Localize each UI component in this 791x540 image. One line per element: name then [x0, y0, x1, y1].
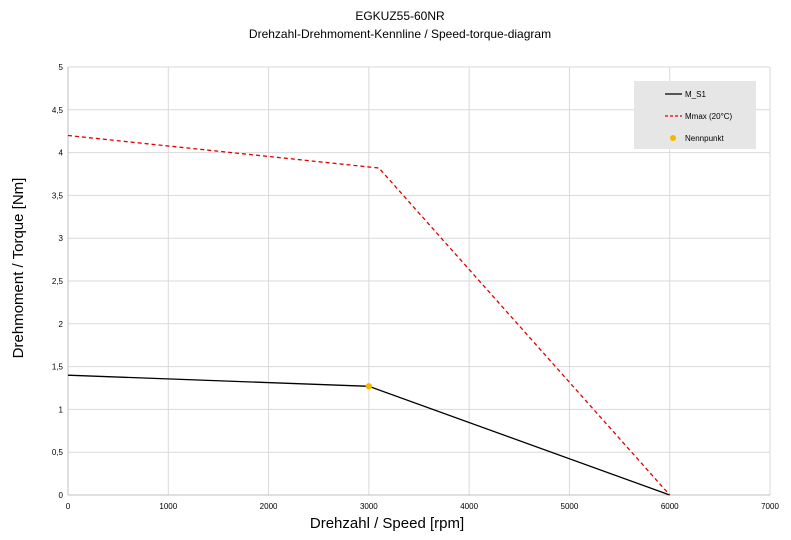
- legend-swatch: [670, 135, 676, 141]
- grid-layer: [67, 66, 771, 496]
- x-tick-label: 5000: [561, 502, 579, 511]
- y-tick-label: 4: [59, 149, 64, 158]
- y-tick-label: 3,5: [52, 191, 64, 200]
- y-axis-ticks: 0 0,5 1 1,5 2 2,5 3 3,5 4 4,5 5: [52, 63, 64, 500]
- y-tick-label: 1,5: [52, 363, 64, 372]
- legend-items: M_S1 Mmax (20°C) Nennpunkt: [665, 90, 733, 143]
- y-axis-title: Drehmoment / Torque [Nm]: [10, 178, 27, 359]
- x-axis-title: Drehzahl / Speed [rpm]: [310, 515, 464, 532]
- x-tick-label: 1000: [159, 502, 177, 511]
- legend-box: [634, 81, 756, 149]
- y-tick-label: 0,5: [52, 448, 64, 457]
- series-layer: [67, 134, 671, 496]
- y-tick-label: 2: [59, 320, 64, 329]
- chart-title: EGKUZ55-60NR: [355, 9, 445, 23]
- x-tick-label: 6000: [661, 502, 679, 511]
- y-tick-label: 1: [59, 405, 64, 414]
- x-tick-label: 2000: [260, 502, 278, 511]
- y-tick-label: 4,5: [52, 106, 64, 115]
- legend-label: Nennpunkt: [685, 134, 724, 143]
- nennpunkt-marker: [365, 383, 373, 390]
- y-tick-label: 0: [59, 491, 64, 500]
- chart-subtitle: Drehzahl-Drehmoment-Kennline / Speed-tor…: [249, 27, 551, 41]
- y-tick-label: 2,5: [52, 277, 64, 286]
- x-tick-label: 3000: [360, 502, 378, 511]
- y-tick-label: 5: [59, 63, 64, 72]
- legend-label: M_S1: [685, 90, 706, 99]
- legend-label: Mmax (20°C): [685, 112, 733, 121]
- legend: M_S1 Mmax (20°C) Nennpunkt: [634, 81, 756, 149]
- x-tick-label: 4000: [460, 502, 478, 511]
- series-line-mmax-20-c: [67, 134, 671, 496]
- y-tick-label: 3: [59, 234, 64, 243]
- x-tick-label: 0: [66, 502, 71, 511]
- x-axis-ticks: 0 1000 2000 3000 4000 5000 6000 7000: [66, 502, 780, 511]
- x-tick-label: 7000: [761, 502, 779, 511]
